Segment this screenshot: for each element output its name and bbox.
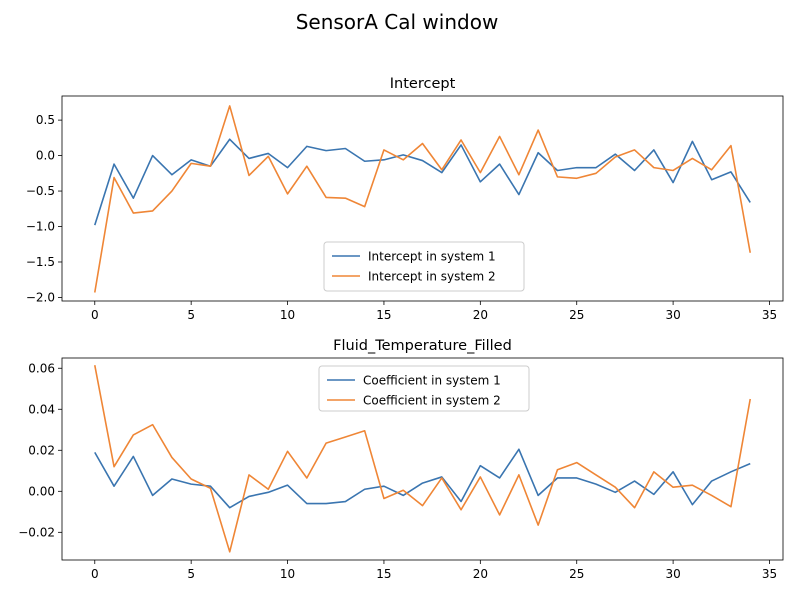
legend-frame [323, 241, 525, 292]
legend-label: Intercept in system 2 [368, 270, 496, 284]
series-line-intercept-in-system-1 [94, 138, 751, 226]
x-tick-label: 0 [91, 308, 99, 322]
figure-title: SensorA Cal window [296, 10, 499, 34]
x-tick-label: 5 [187, 567, 195, 581]
y-tick-label: −1.0 [26, 220, 55, 234]
x-tick-label: 15 [376, 308, 391, 322]
legend-label: Intercept in system 1 [368, 250, 496, 264]
legend-frame [318, 365, 530, 412]
series-line-intercept-in-system-2 [93, 105, 752, 293]
y-tick-label: 0.0 [36, 149, 55, 163]
y-tick-label: −0.5 [26, 184, 55, 198]
y-tick-label: 0.02 [28, 443, 55, 457]
x-tick-label: 5 [187, 308, 195, 322]
x-tick-label: 0 [91, 567, 99, 581]
y-tick-label: 0.00 [28, 484, 55, 498]
x-tick-label: 30 [665, 567, 680, 581]
x-tick-label: 25 [569, 308, 584, 322]
intercept-panel: Intercept 0 5 10 15 20 25 30 35 0.5 0.0 −0.5 −1.0 −1.… [26, 76, 784, 322]
x-tick-label: 35 [762, 567, 777, 581]
y-tick-label: −2.0 [26, 290, 55, 304]
x-tick-label: 25 [569, 567, 584, 581]
plot-frame [61, 357, 784, 561]
y-tick-label: −1.5 [26, 255, 55, 269]
y-tick-label: 0.06 [28, 361, 55, 375]
fluid-temperature-panel: Fluid_Temperature_Filled 0 5 10 15 20 25 30 35 0.… [18, 338, 784, 581]
legend-label: Coefficient in system 2 [363, 394, 501, 408]
chart-title: Intercept [390, 76, 456, 92]
x-tick-label: 10 [280, 567, 295, 581]
chart-legend: Coefficient in system 1 Coefficient in sy… [318, 365, 530, 412]
series-line-coefficient-in-system-1 [94, 448, 751, 509]
y-tick-label: 0.04 [28, 402, 55, 416]
chart-title: Fluid_Temperature_Filled [333, 338, 512, 354]
x-tick-label: 15 [376, 567, 391, 581]
x-tick-label: 20 [473, 308, 488, 322]
series-line-coefficient-in-system-2 [93, 365, 752, 553]
x-tick-label: 10 [280, 308, 295, 322]
y-tick-label: −0.02 [18, 525, 55, 539]
chart-legend: Intercept in system 1 Intercept in system… [323, 241, 525, 292]
y-tick-label: 0.5 [36, 113, 55, 127]
x-tick-label: 20 [473, 567, 488, 581]
x-tick-label: 35 [762, 308, 777, 322]
plot-frame [61, 95, 784, 302]
x-tick-label: 30 [665, 308, 680, 322]
legend-label: Coefficient in system 1 [363, 374, 501, 388]
